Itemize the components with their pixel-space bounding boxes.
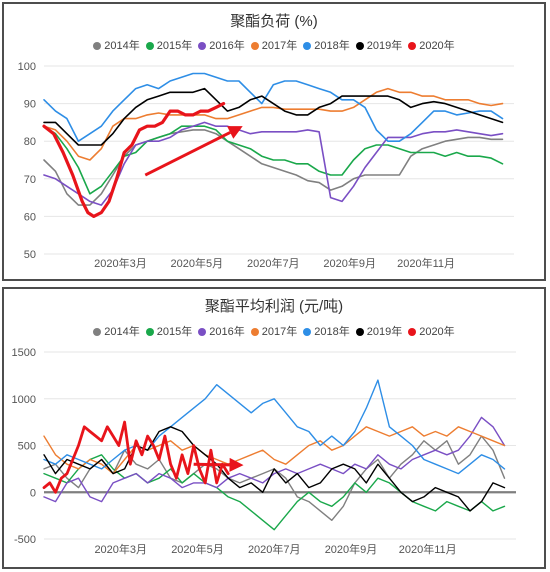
y-tick-label: 60 xyxy=(24,211,36,223)
y-tick-label: 80 xyxy=(24,136,36,148)
legend-label: 2017年 xyxy=(261,40,298,52)
legend-item: 2020年 xyxy=(408,37,455,53)
load-chart-title: 聚酯负荷 (%) xyxy=(230,13,318,30)
annotation-arrow xyxy=(144,131,231,177)
legend-label: 2018年 xyxy=(314,326,350,338)
legend-item: 2017年 xyxy=(250,37,298,53)
x-tick-label: 2020年9月 xyxy=(323,256,376,270)
legend-dot-icon xyxy=(93,42,102,50)
legend-label: 2016年 xyxy=(209,326,245,338)
load-chart-panel: 聚酯负荷 (%) 2014年 2015年 2016年 2017年 2018年 2019年 2… xyxy=(2,2,546,281)
legend-dot-icon xyxy=(198,328,207,336)
x-tick-label: 2020年5月 xyxy=(171,256,224,270)
legend-dot-icon xyxy=(93,328,102,336)
series-line-2019年 xyxy=(43,426,506,512)
y-tick-label: 1000 xyxy=(12,394,36,406)
y-tick-label: -500 xyxy=(14,534,36,546)
legend-label: 2014年 xyxy=(104,40,140,52)
series-line-2015年 xyxy=(43,454,506,531)
load-chart-legend: 2014年 2015年 2016年 2017年 2018年 2019年 2020年 xyxy=(4,37,544,53)
profit-chart-plot: 1500 1000 500 0 -500 2020年3月 2020年5月 2020年7月 202… xyxy=(12,347,516,556)
legend-dot-icon xyxy=(250,328,259,336)
y-tick-label: 1500 xyxy=(12,347,36,359)
legend-label: 2017年 xyxy=(261,326,298,338)
legend-item: 2020年 xyxy=(408,323,455,339)
series-line-2019年 xyxy=(43,87,504,146)
legend-label: 2019年 xyxy=(366,40,403,52)
x-tick-label: 2020年3月 xyxy=(94,256,147,270)
legend-dot-icon xyxy=(408,328,417,336)
legend-dot-icon xyxy=(355,328,364,336)
series-line-2015年 xyxy=(43,125,504,195)
x-tick-label: 2020年5月 xyxy=(171,542,224,556)
x-tick-label: 2020年9月 xyxy=(325,542,378,556)
series-line-2017年 xyxy=(43,87,504,161)
legend-item: 2019年 xyxy=(355,323,403,339)
annotation-arrow xyxy=(193,462,230,467)
legend-dot-icon xyxy=(355,42,364,50)
series-line-2017年 xyxy=(43,426,506,475)
legend-label: 2019年 xyxy=(366,326,403,338)
x-tick-label: 2020年7月 xyxy=(248,542,301,556)
y-tick-label: 0 xyxy=(30,487,36,499)
legend-item: 2016年 xyxy=(198,323,245,339)
y-tick-label: 100 xyxy=(18,61,36,73)
profit-chart-title: 聚酯平均利润 (元/吨) xyxy=(204,298,344,315)
legend-dot-icon xyxy=(145,328,154,336)
series-line-2016年 xyxy=(43,416,506,503)
y-tick-label: 70 xyxy=(24,174,36,186)
legend-item: 2018年 xyxy=(303,323,350,339)
legend-dot-icon xyxy=(198,42,207,50)
legend-item: 2014年 xyxy=(93,37,140,53)
y-tick-label: 500 xyxy=(18,441,36,453)
x-tick-label: 2020年7月 xyxy=(247,256,300,270)
series-line-2020年 xyxy=(42,101,226,218)
legend-item: 2016年 xyxy=(198,37,245,53)
legend-label: 2020年 xyxy=(419,326,455,338)
y-tick-label: 90 xyxy=(24,99,36,111)
legend-label: 2014年 xyxy=(104,326,140,338)
y-tick-label: 50 xyxy=(24,249,36,261)
x-tick-label: 2020年3月 xyxy=(94,542,147,556)
profit-chart-legend: 2014年 2015年 2016年 2017年 2018年 2019年 2020年 xyxy=(4,323,544,339)
legend-dot-icon xyxy=(303,42,312,50)
profit-chart-panel: 聚酯平均利润 (元/吨) 2014年 2015年 2016年 2017年 2018年 20… xyxy=(2,287,546,569)
arrow-head-icon xyxy=(227,126,243,139)
legend-item: 2015年 xyxy=(145,323,193,339)
series-line-2018年 xyxy=(43,72,504,142)
series-line-2018年 xyxy=(43,379,506,475)
legend-label: 2018年 xyxy=(314,40,350,52)
x-tick-label: 2020年11月 xyxy=(397,256,455,270)
series-line-2016年 xyxy=(43,121,504,206)
legend-item: 2017年 xyxy=(250,323,298,339)
arrow-head-icon xyxy=(229,457,244,472)
legend-dot-icon xyxy=(145,42,154,50)
legend-item: 2014年 xyxy=(93,323,140,339)
legend-label: 2020年 xyxy=(419,40,455,52)
legend-dot-icon xyxy=(250,42,259,50)
legend-label: 2015年 xyxy=(156,326,193,338)
series-line-2020年 xyxy=(42,420,230,494)
legend-dot-icon xyxy=(303,328,312,336)
legend-item: 2018年 xyxy=(303,37,350,53)
legend-item: 2015年 xyxy=(145,37,193,53)
legend-item: 2019年 xyxy=(355,37,403,53)
legend-dot-icon xyxy=(408,42,417,50)
x-tick-label: 2020年11月 xyxy=(399,542,457,556)
legend-label: 2015年 xyxy=(156,40,193,52)
legend-label: 2016年 xyxy=(209,40,245,52)
load-chart-plot: 100 90 80 70 60 50 2020年3月 2020年5月 2020年7月 2020年9… xyxy=(18,61,514,270)
series-line-2014年 xyxy=(43,435,506,522)
